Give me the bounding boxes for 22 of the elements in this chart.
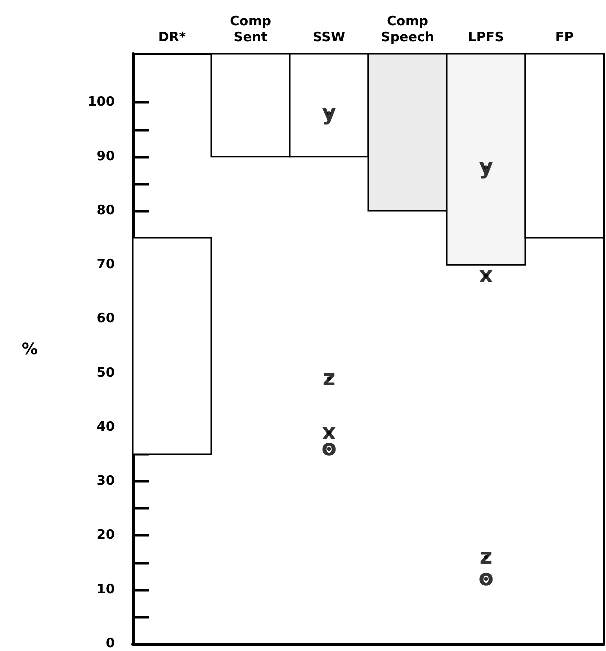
x-tick-label: LPFS	[468, 30, 504, 46]
y-tick-label: 20	[96, 528, 115, 544]
series-label: y	[322, 101, 336, 126]
y-tick-label: 100	[88, 95, 115, 110]
y-tick-label: 70	[96, 258, 115, 273]
y-tick-label: 40	[96, 420, 115, 435]
x-tick-label: Comp Speech	[381, 14, 434, 46]
y-tick-label: 10	[96, 582, 115, 598]
y-tick-label: 80	[96, 203, 115, 218]
text: z	[322, 366, 336, 392]
y-tick-label: 90	[96, 149, 115, 164]
y-tick-label: 50	[96, 366, 115, 381]
y-tick-label: 60	[96, 312, 115, 327]
x-tick-label: FP	[556, 30, 574, 46]
y-tick-label: 30	[96, 474, 115, 490]
text: y	[479, 155, 494, 180]
series-label: x	[479, 263, 494, 288]
y-tick-label: 0	[106, 636, 115, 651]
x-tick-label: Comp Sent	[230, 14, 272, 46]
y-axis-title: %	[22, 340, 38, 358]
x-tick-label: DR*	[158, 30, 186, 46]
x-tick-label: SSW	[313, 30, 346, 46]
